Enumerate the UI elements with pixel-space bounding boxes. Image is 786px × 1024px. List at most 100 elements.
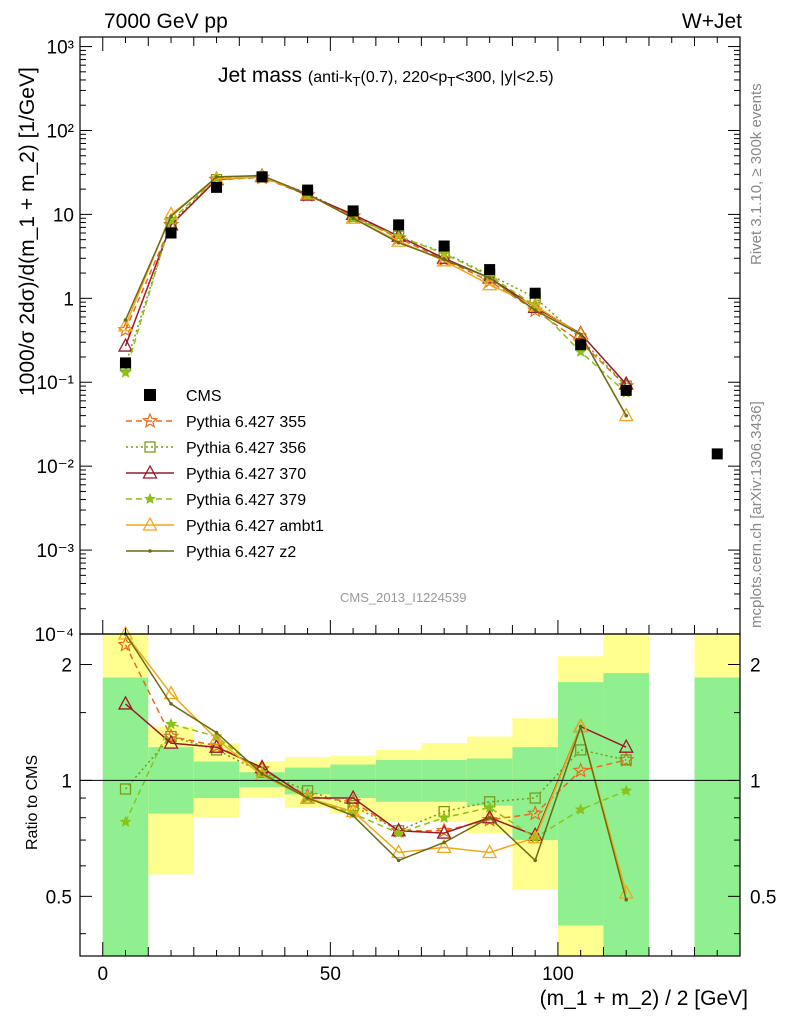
main-marker-z2-6 [396,240,401,245]
ratio-marker-p379-1 [165,717,178,730]
main-ytick-label-2: 10⁻² [37,457,75,478]
main-marker-z2-7 [442,257,446,262]
ratio-marker-p355-7 [436,822,453,838]
ratio-marker-ambt1-7 [436,839,452,854]
analysis-watermark: CMS_2013_I1224539 [340,590,467,605]
ratio-line-p356 [124,735,627,832]
ratio-ytick-label-0: 0.5 [46,887,72,908]
plot-title: Jet mass (anti-kT(0.7), 220<pT<300, |y|<… [218,64,554,89]
main-marker-z2-10 [578,332,583,337]
ratio-marker-z2-2 [214,730,219,735]
ratio-line-p355 [124,644,627,832]
cms-point-1 [165,227,177,239]
ratio-marker-z2-11 [624,897,629,902]
ratio-marker-z2-6 [396,858,401,863]
plot-title-cuts: (anti-kT(0.7), 220<pT<300, |y|<2.5) [307,69,554,90]
ratio-marker-z2-5 [351,813,355,818]
ratio-plot-series [80,625,740,902]
ratio-ytick-label-right-2: 2 [750,655,761,676]
ratio-marker-p370-7 [436,824,452,839]
legend-label-p379: Pythia 6.427 379 [186,492,306,509]
band-green-2 [193,761,240,799]
legend-marker-p370 [142,464,158,479]
ratio-marker-z2-1 [169,702,173,706]
main-marker-p370-9 [527,299,543,314]
ratio-line-p379 [124,723,627,839]
ratio-frame [79,633,741,957]
main-marker-z2-1 [169,214,173,219]
main-ytick-label-5: 10 [53,205,74,226]
ratio-marker-ambt1-10 [573,718,589,733]
ratio-marker-ambt1-9 [527,829,543,844]
ratio-marker-z2-7 [442,840,446,845]
cms-point-12 [711,448,723,460]
legend-label-cms: CMS [186,388,222,405]
ratio-marker-p379-0 [119,815,132,828]
ratio-marker-p379-7 [438,811,451,823]
cms-point-9 [529,287,541,299]
legend-marker-z2 [148,549,152,553]
ratio-marker-z2-8 [487,815,492,820]
ratio-marker-p356-0 [119,783,132,795]
main-marker-ambt1-8 [482,276,498,291]
ratio-ytick-label-1: 1 [61,771,72,792]
legend-label-p370: Pythia 6.427 370 [186,466,306,483]
main-line-p355 [124,176,627,387]
main-plot-series [117,167,723,460]
cms-point-8 [484,264,496,276]
band-green-11 [603,673,649,956]
legend-marker-p379 [144,492,156,505]
main-ytick-label-7: 10³ [47,38,74,59]
ratio-marker-p355-9 [526,805,544,821]
cms-point-0 [120,357,132,369]
ratio-line-ambt1 [124,633,627,894]
legend-marker-p355 [141,412,159,428]
ratio-line-z2 [124,633,627,900]
uncertainty-bands [102,634,740,956]
cms-point-3 [256,171,268,183]
cms-point-6 [393,219,405,231]
main-marker-z2-0 [123,318,128,322]
cms-point-10 [575,339,587,351]
main-line-p370 [124,175,627,385]
band-green-5 [330,764,376,799]
main-marker-p379-0 [119,366,132,378]
main-marker-z2-9 [533,308,537,313]
band-green-12 [694,677,740,956]
rivet-label: Rivet 3.1.10, ≥ 300k events [748,83,765,265]
ratio-marker-z2-10 [578,724,583,729]
ratio-marker-p370-0 [117,695,134,710]
x-tick-label-2: 100 [542,964,574,985]
legend-label-p356: Pythia 6.427 356 [186,440,306,457]
main-ytick-label-1: 10⁻³ [37,541,75,562]
header-left: 7000 GeV pp [104,10,228,33]
legend-marker-ambt1 [142,516,158,531]
main-marker-z2-11 [624,413,629,418]
legend-label-ambt1: Pythia 6.427 ambt1 [186,518,324,535]
x-tick-label-1: 50 [320,964,341,985]
main-line-p379 [124,175,627,394]
ratio-marker-p379-8 [483,801,496,813]
main-ytick-label-4: 1 [63,289,74,310]
legend-label-z2: Pythia 6.427 z2 [186,544,296,561]
cms-point-2 [211,181,223,193]
ratio-marker-p370-1 [163,734,179,749]
main-ytick-label-3: 10⁻¹ [37,373,75,394]
axes: 10⁻⁴ 10⁻³ 10⁻² 10⁻¹ 1 10 10² 10³ 0 50 100 0.5 0.5 1 1 2… [35,36,776,985]
mcplots-label: mcplots.cern.ch [arXiv:1306.3436] [748,401,765,628]
main-line-p356 [124,176,627,387]
ratio-marker-ambt1-0 [117,625,134,640]
cms-point-11 [620,384,632,396]
cms-point-4 [302,184,314,196]
band-green-8 [466,758,513,806]
main-marker-p370-0 [117,337,134,352]
ratio-marker-z2-4 [305,796,310,800]
ratio-ytick-label-2: 2 [61,655,72,676]
ratio-marker-p370-2 [208,738,225,753]
main-marker-z2-5 [351,216,355,221]
ratio-marker-p370-5 [345,789,361,804]
ratio-marker-ambt1-6 [391,844,407,859]
main-ytick-label-0: 10⁻⁴ [35,625,74,646]
cms-point-7 [438,240,450,252]
plot-title-main: Jet mass [218,64,303,87]
